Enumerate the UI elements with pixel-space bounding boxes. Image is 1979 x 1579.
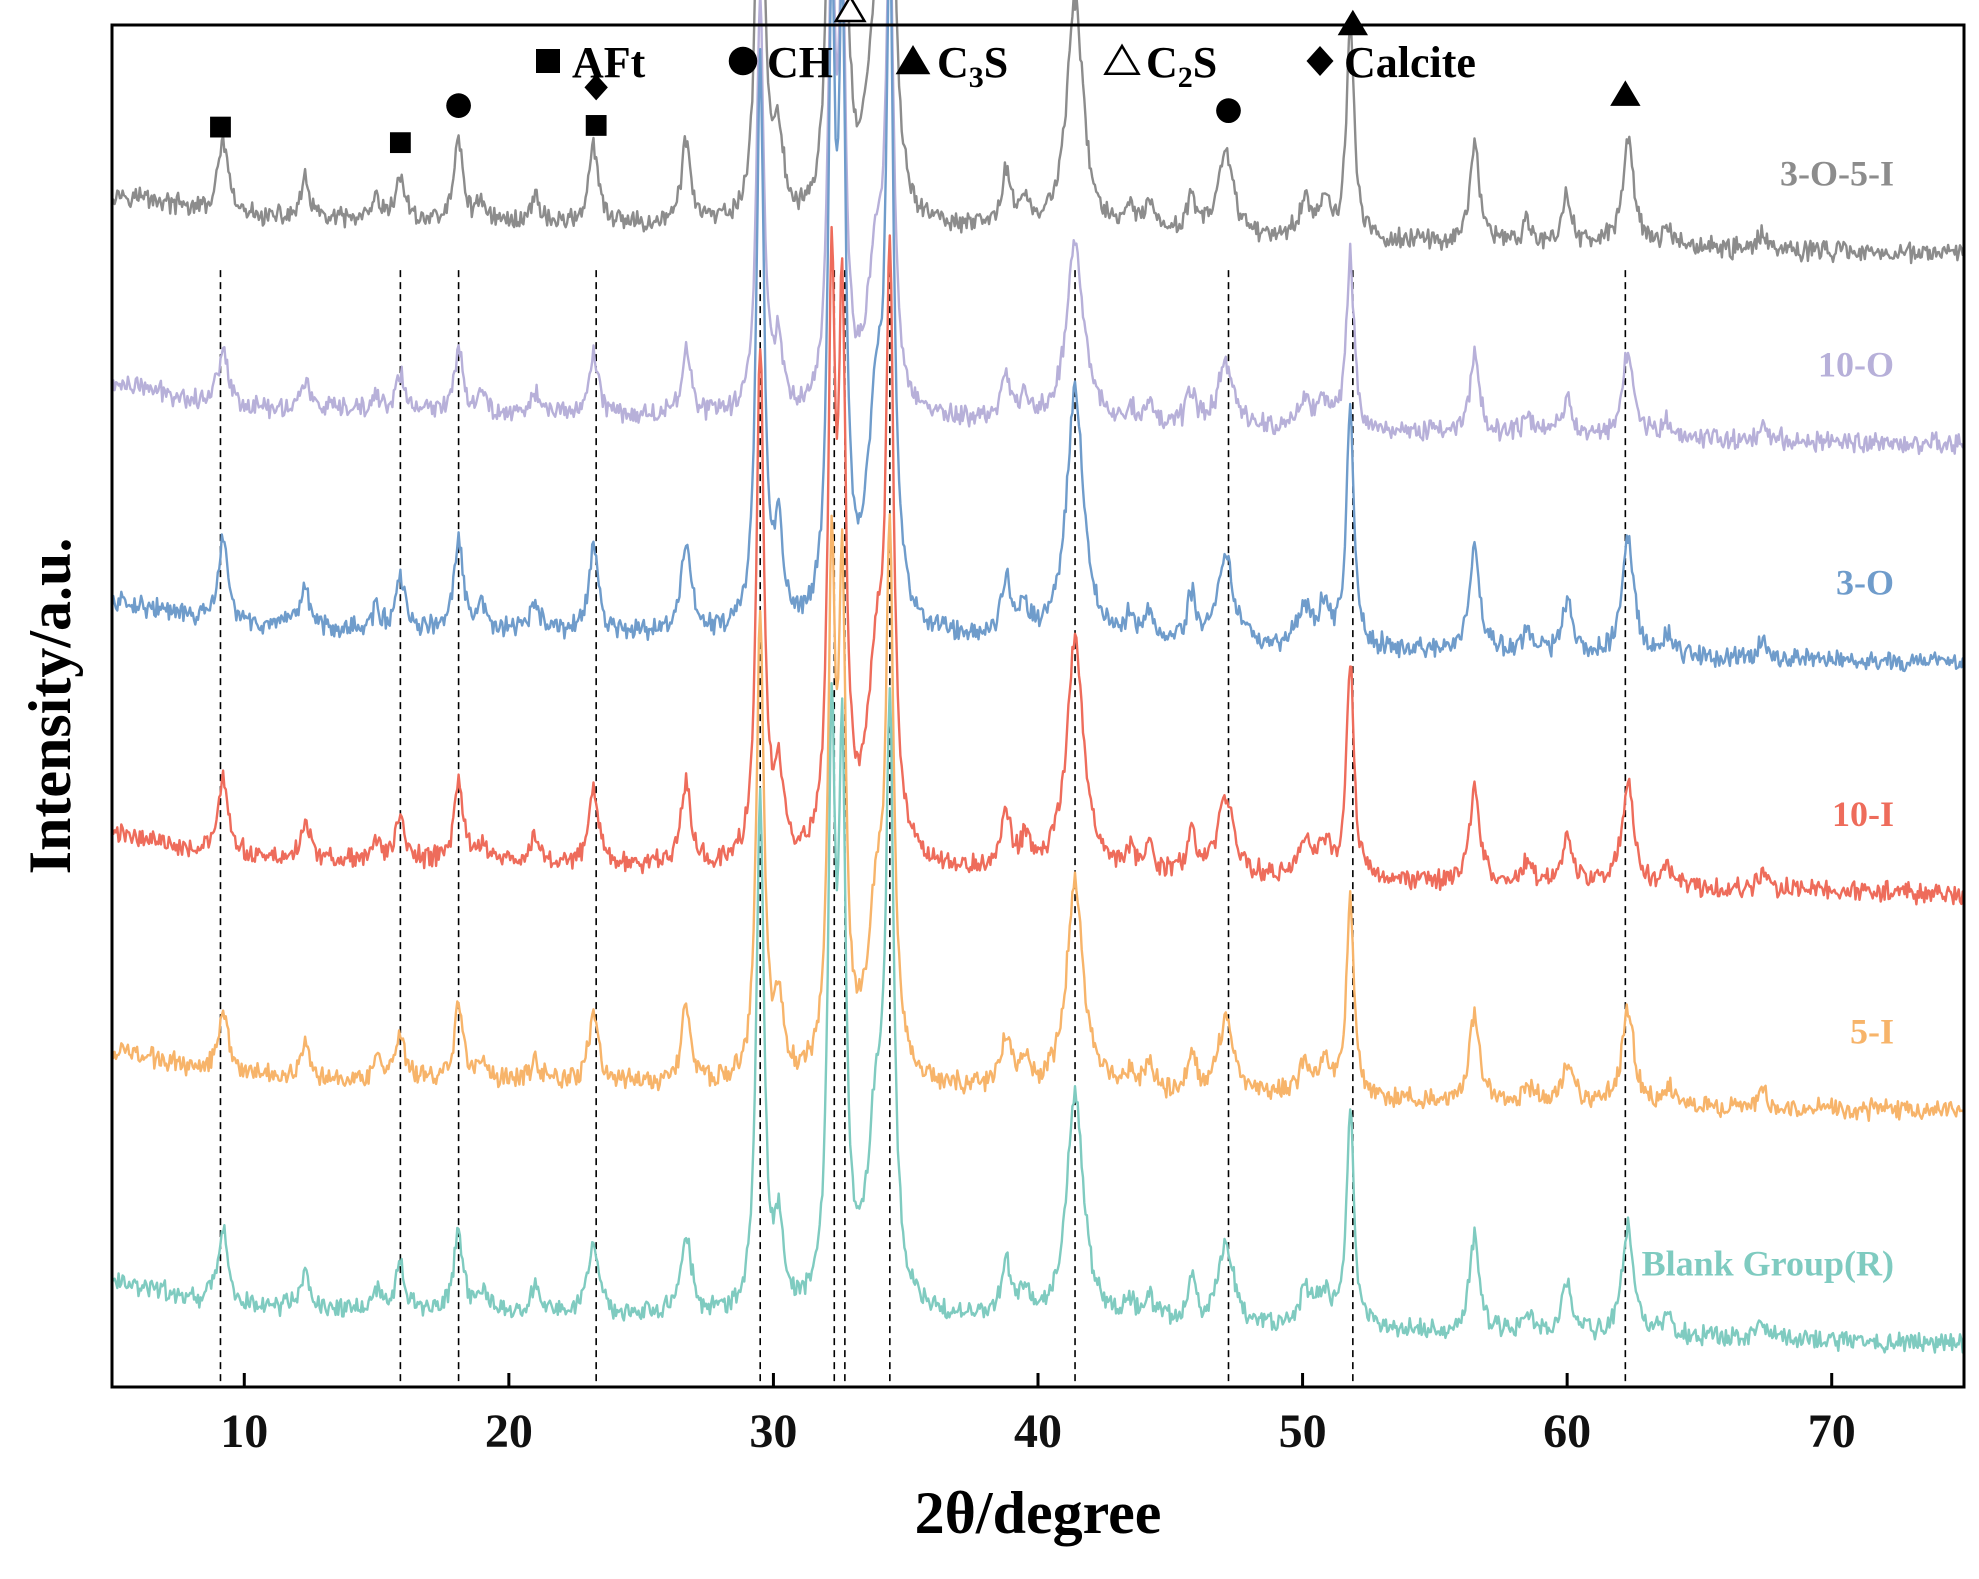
series-label: 10-O xyxy=(1818,344,1894,384)
legend-label: CH xyxy=(767,38,833,87)
series-label: 5-I xyxy=(1850,1012,1894,1052)
x-tick-label: 60 xyxy=(1543,1405,1591,1458)
legend-item: C2S xyxy=(1103,38,1217,94)
x-tick-label: 10 xyxy=(220,1405,268,1458)
x-axis: 10 20 30 40 50 60 70 xyxy=(220,1373,1856,1458)
series-line xyxy=(111,225,1966,906)
x-tick-label: 50 xyxy=(1279,1405,1327,1458)
x-tick-label: 70 xyxy=(1808,1405,1856,1458)
triangle-filled-annotation xyxy=(1610,80,1641,106)
reference-lines xyxy=(219,270,1627,1387)
series-group: 3-O-5-I 10-O 3-O 10-I 5-I Blank Group(R) xyxy=(110,0,1966,1354)
circle-filled-annotation xyxy=(1216,98,1241,124)
square-filled-annotation xyxy=(389,132,411,154)
legend: AFt CH C3S C2S Calcite xyxy=(536,38,1476,94)
series-line xyxy=(111,0,1966,265)
series-line xyxy=(110,0,1965,673)
legend-label: Calcite xyxy=(1344,38,1476,87)
series-label: Blank Group(R) xyxy=(1642,1243,1894,1283)
plot-frame xyxy=(110,23,1966,1389)
triangle-filled-annotation xyxy=(1337,9,1369,36)
x-tick-label: 40 xyxy=(1014,1405,1062,1458)
legend-label: C3S xyxy=(937,38,1008,94)
square-filled-annotation xyxy=(585,115,607,136)
series-label: 3-O xyxy=(1836,562,1894,602)
circle-filled-annotation xyxy=(446,93,471,118)
legend-item: C3S xyxy=(895,38,1008,94)
legend-label: AFt xyxy=(572,38,646,87)
series-line xyxy=(110,682,1966,1354)
circle-filled-legend-symbol xyxy=(728,46,758,76)
legend-item: Calcite xyxy=(1306,38,1476,87)
series-label: 3-O-5-I xyxy=(1780,154,1894,194)
x-axis-label: 2θ/degree xyxy=(915,1480,1162,1546)
triangle-open-annotation xyxy=(833,0,867,23)
y-axis-label: Intensity/a.u. xyxy=(17,538,83,875)
series-line xyxy=(110,0,1966,456)
square-filled-annotation xyxy=(210,116,231,138)
legend-item: CH xyxy=(728,38,833,87)
legend-label: C2S xyxy=(1146,38,1217,94)
x-tick-label: 20 xyxy=(485,1405,533,1458)
series-line xyxy=(110,513,1965,1123)
legend-item: AFt xyxy=(536,38,646,87)
diamond-filled-legend-symbol xyxy=(1306,46,1334,76)
series-label: 10-I xyxy=(1832,794,1894,834)
diamond-filled-annotation xyxy=(584,74,608,101)
peak-annotations xyxy=(210,0,1641,154)
triangle-open-legend-symbol xyxy=(1103,43,1141,75)
triangle-filled-legend-symbol xyxy=(895,45,931,75)
x-tick-label: 30 xyxy=(749,1405,797,1458)
square-filled-legend-symbol xyxy=(536,49,560,73)
